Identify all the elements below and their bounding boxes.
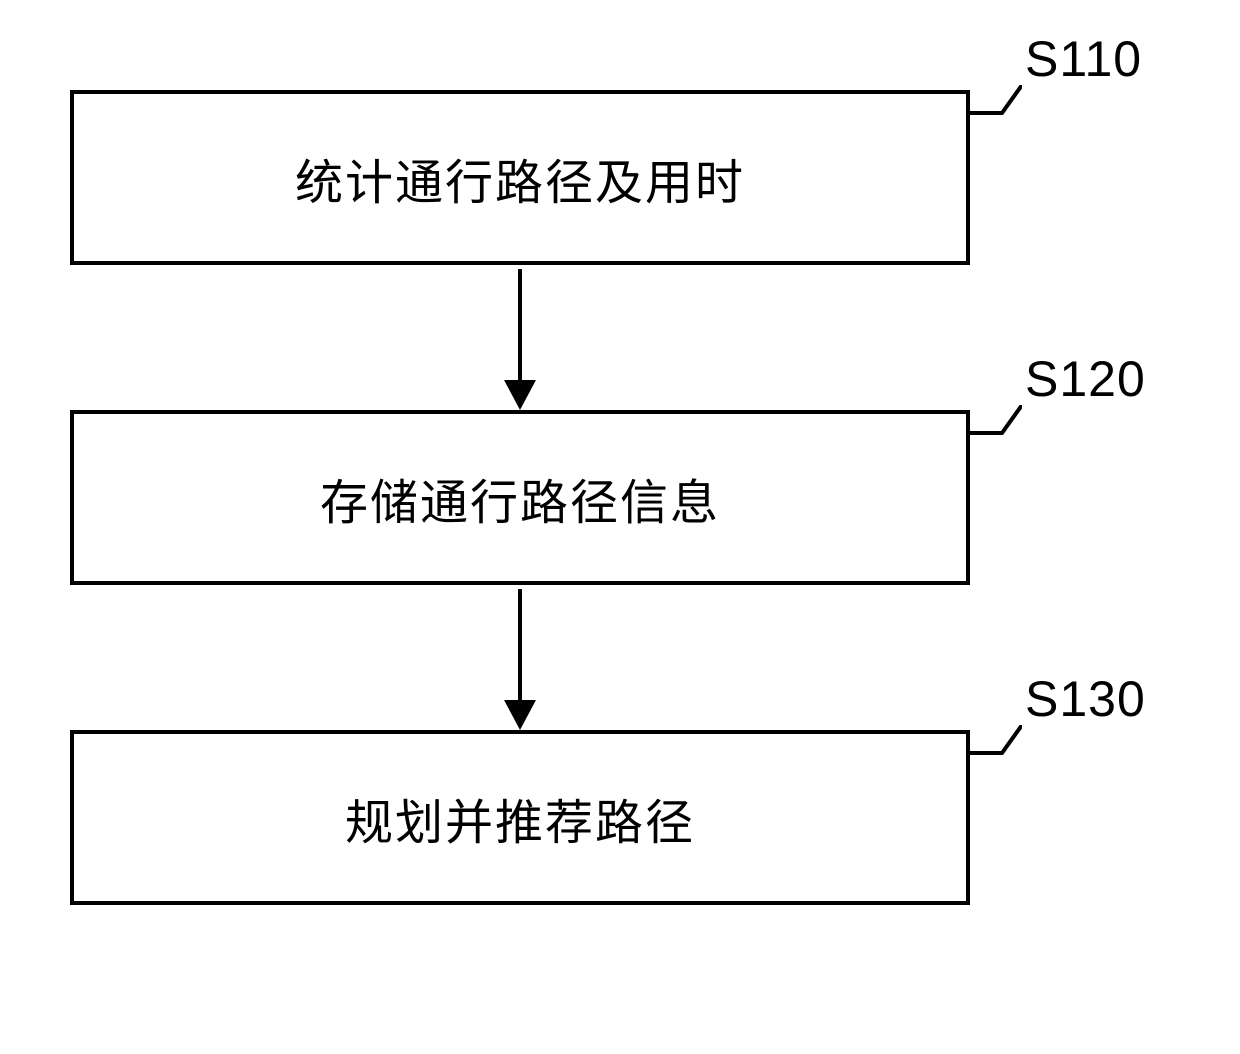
step-box-s110: 统计通行路径及用时 — [70, 90, 970, 265]
step-box-s130: 规划并推荐路径 — [70, 730, 970, 905]
step-box-s120: 存储通行路径信息 — [70, 410, 970, 585]
step-label-text: S130 — [1025, 671, 1146, 727]
step-label-s130: S130 — [1025, 670, 1146, 728]
step-text: 存储通行路径信息 — [320, 463, 720, 533]
arrow-head-1 — [504, 380, 536, 410]
step-label-text: S120 — [1025, 351, 1146, 407]
step-text: 规划并推荐路径 — [345, 783, 695, 853]
step-text: 统计通行路径及用时 — [295, 143, 745, 213]
label-connector-s110 — [970, 85, 1022, 115]
label-connector-s120 — [970, 405, 1022, 435]
arrow-line-1 — [518, 269, 522, 384]
label-connector-s130 — [970, 725, 1022, 755]
arrow-line-2 — [518, 589, 522, 704]
arrow-head-2 — [504, 700, 536, 730]
step-label-text: S110 — [1025, 31, 1142, 87]
step-label-s120: S120 — [1025, 350, 1146, 408]
step-label-s110: S110 — [1025, 30, 1142, 88]
